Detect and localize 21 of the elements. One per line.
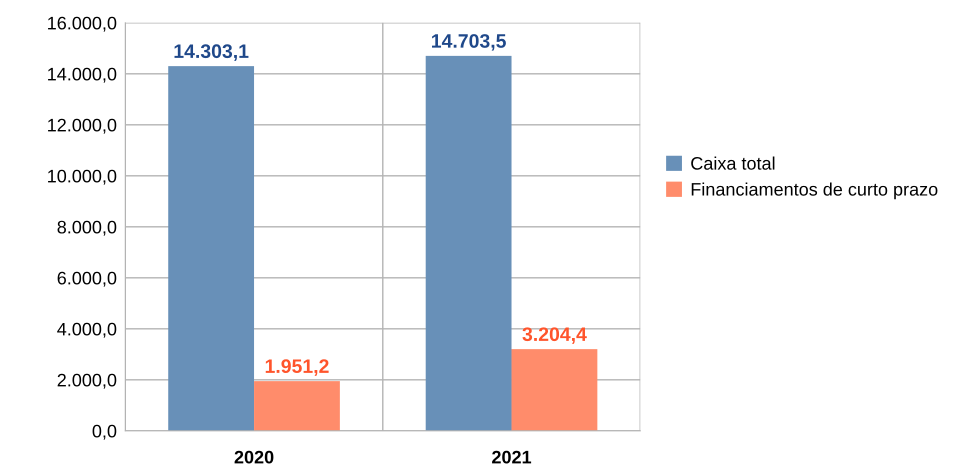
y-tick-label: 4.000,0 [57, 322, 116, 338]
bar [168, 66, 254, 431]
y-tick-label: 12.000,0 [48, 118, 116, 134]
y-tick-label: 6.000,0 [58, 272, 116, 287]
legend-label: Financiamentos de curto prazo [692, 182, 938, 200]
y-tick-label: 8.000,0 [58, 220, 116, 236]
x-tick-label: 2021 [492, 450, 532, 464]
y-tick-label: 10.000,0 [48, 170, 116, 185]
data-label: 3.204,4 [522, 327, 587, 344]
y-tick-label: 0,0 [92, 424, 116, 440]
data-label: 1.951,2 [266, 359, 329, 376]
y-tick-label: 14.000,0 [48, 68, 116, 83]
bar [512, 349, 598, 431]
data-label: 14.703,5 [432, 34, 506, 51]
legend-label: Caixa total [691, 156, 774, 170]
data-label: 14.303,1 [174, 44, 248, 61]
bar [254, 381, 340, 431]
y-tick-label: 2.000,0 [58, 374, 116, 389]
bar [426, 56, 512, 431]
x-tick-label: 2020 [234, 450, 274, 464]
y-tick-label: 16.000,0 [48, 16, 116, 32]
